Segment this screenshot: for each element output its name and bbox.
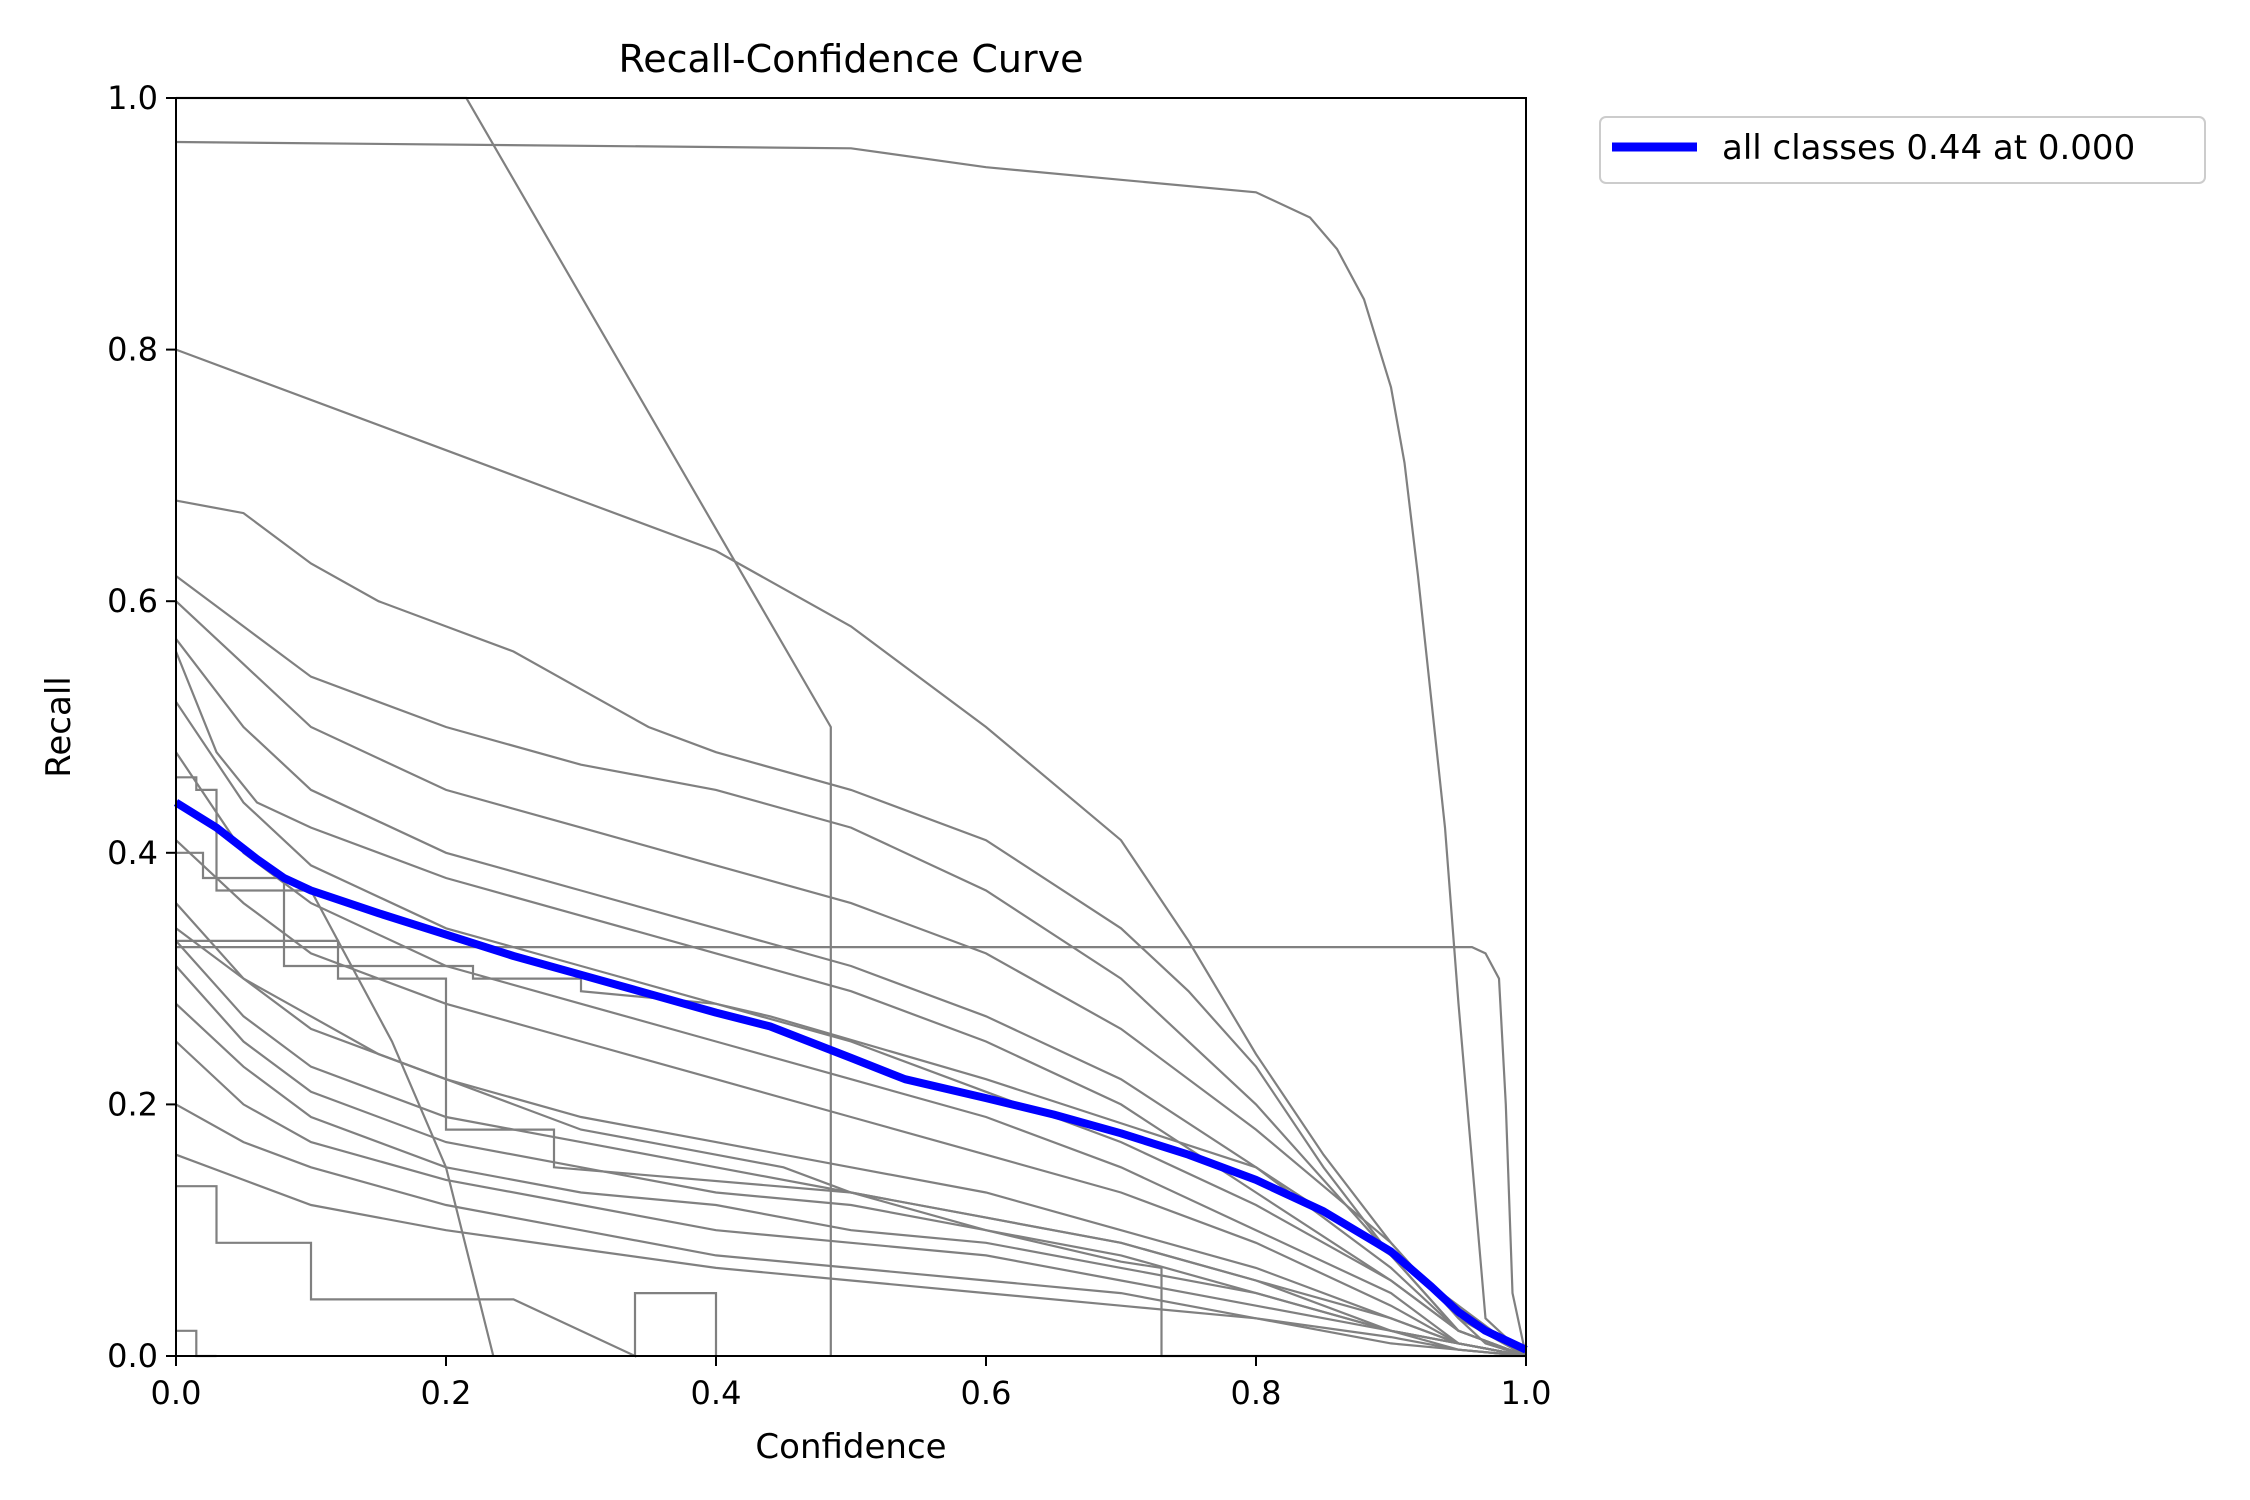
class-curve-18 — [176, 776, 495, 1357]
class-curve-23 — [176, 1329, 217, 1358]
x-tick-label: 0.4 — [691, 1374, 742, 1412]
y-tick-label: 0.8 — [107, 331, 158, 369]
y-tick-label: 0.0 — [107, 1337, 158, 1375]
y-tick-label: 0.2 — [107, 1085, 158, 1123]
class-curve-24 — [175, 927, 1527, 1358]
legend-box — [1599, 116, 2206, 184]
class-curve-19 — [176, 96, 832, 1356]
class-curve-10 — [175, 902, 1527, 1358]
class-curve-6 — [174, 651, 1527, 1358]
class-curve-5 — [175, 638, 1527, 1358]
x-axis-label: Confidence — [755, 1427, 946, 1467]
class-curve-8 — [175, 751, 1527, 1358]
y-axis-ticks: 0.0 0.2 0.4 0.6 0.8 1.0 — [107, 79, 176, 1375]
x-tick-label: 0.2 — [421, 1374, 472, 1412]
y-axis-label: Recall — [39, 676, 79, 777]
legend: all classes 0.44 at 0.000 — [1599, 116, 2206, 184]
class-curve-7 — [175, 701, 1527, 1358]
class-curve-21 — [176, 946, 1528, 1357]
class-curve-4 — [175, 600, 1527, 1357]
class-curves — [174, 96, 1528, 1358]
x-tick-label: 0.0 — [151, 1374, 202, 1412]
all-classes-curve — [173, 799, 1528, 1354]
class-curve-2 — [175, 499, 1527, 1358]
chart-title: Recall-Confidence Curve — [619, 37, 1084, 81]
legend-label-all-classes: all classes 0.44 at 0.000 — [1722, 128, 2135, 168]
class-curve-22 — [176, 1185, 718, 1358]
x-tick-label: 1.0 — [1501, 1374, 1552, 1412]
plot-frame — [175, 97, 1527, 1357]
y-tick-label: 0.4 — [107, 834, 158, 872]
class-curve-0 — [175, 140, 1527, 1357]
all-classes-line — [173, 799, 1528, 1354]
x-tick-label: 0.6 — [961, 1374, 1012, 1412]
x-tick-label: 0.8 — [1231, 1374, 1282, 1412]
class-curve-16 — [175, 1153, 1527, 1358]
class-curve-14 — [175, 1040, 1527, 1358]
class-curve-15 — [175, 1103, 1527, 1358]
class-curve-9 — [175, 839, 1527, 1358]
y-tick-label: 1.0 — [107, 79, 158, 117]
y-tick-label: 0.6 — [107, 582, 158, 620]
x-axis-ticks: 0.0 0.2 0.4 0.6 0.8 1.0 — [151, 1356, 1552, 1412]
